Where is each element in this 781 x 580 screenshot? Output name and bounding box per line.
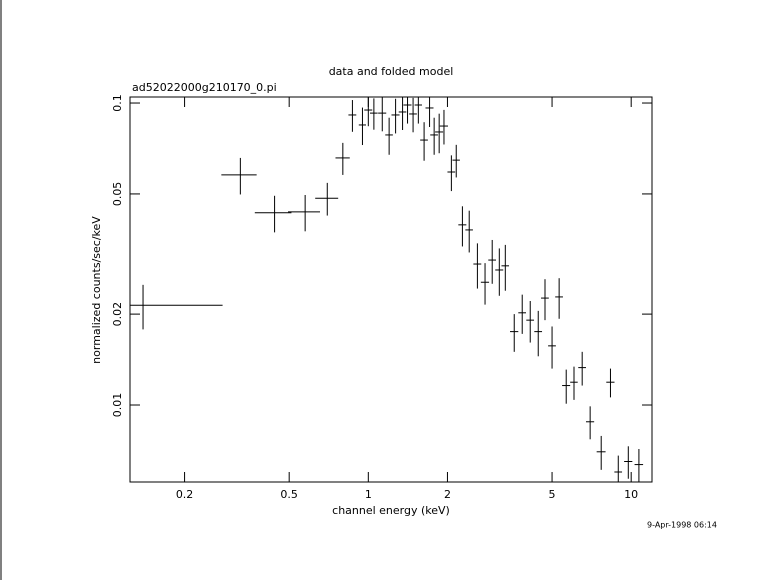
x-tick-label: 2: [444, 488, 451, 501]
y-axis-label: normalized counts/sec/keV: [90, 216, 103, 364]
x-tick-label: 10: [624, 488, 638, 501]
x-tick-label: 0.5: [280, 488, 298, 501]
data-layer: [130, 97, 644, 482]
x-axis-label: channel energy (keV): [332, 504, 450, 517]
y-tick-label: 0.1: [111, 94, 124, 112]
x-tick-label: 1: [365, 488, 372, 501]
plot-frame: [129, 96, 653, 483]
chart-title: data and folded model: [329, 65, 454, 78]
y-tick-label: 0.01: [111, 393, 124, 418]
timestamp: 9-Apr-1998 06:14: [647, 521, 717, 530]
x-tick-label: 0.2: [176, 488, 194, 501]
y-tick-label: 0.02: [111, 302, 124, 327]
chart-subtitle: ad52022000g210170_0.pi: [132, 81, 277, 94]
y-tick-label: 0.05: [111, 182, 124, 207]
x-tick-label: 5: [549, 488, 556, 501]
